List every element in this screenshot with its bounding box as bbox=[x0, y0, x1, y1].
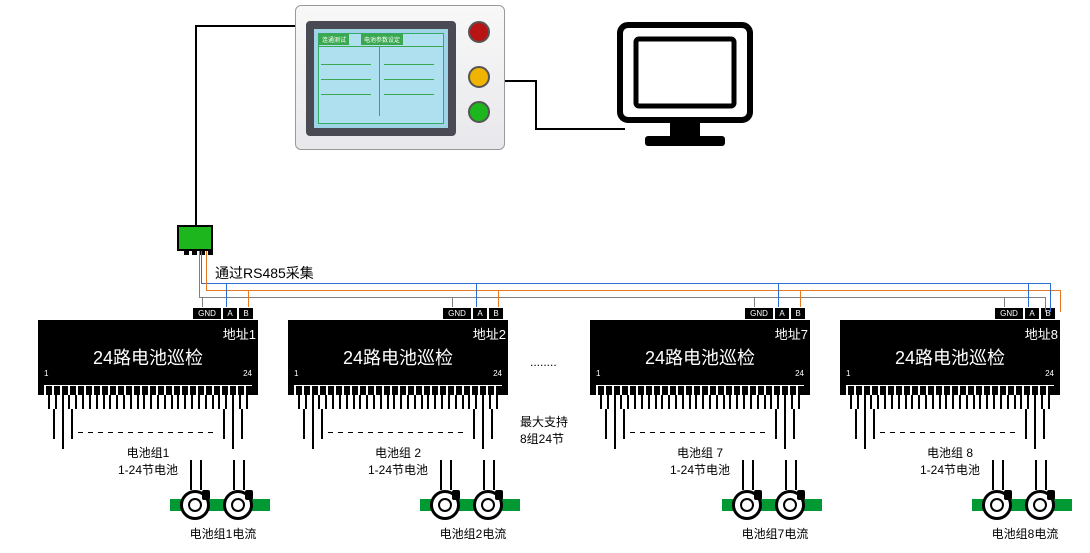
bus-drop-2-0 bbox=[778, 283, 779, 307]
module-ticks bbox=[846, 385, 1054, 395]
battery-module-1: GND A B 地址1 24路电池巡检 1 24 bbox=[38, 320, 258, 395]
bus-drop-1-2 bbox=[452, 297, 453, 307]
ct-ring-1 bbox=[732, 490, 762, 520]
line-hmi-mon-1 bbox=[505, 80, 535, 82]
ct-ring-1 bbox=[982, 490, 1012, 520]
battery-module-3: GND A B 地址7 24路电池巡检 1 24 bbox=[590, 320, 810, 395]
bus-drop-0-0 bbox=[226, 283, 227, 307]
line-hmi-mon-2 bbox=[535, 80, 537, 130]
ct-label-1: 电池组1电流 bbox=[173, 525, 273, 542]
terminal-a: A bbox=[222, 307, 238, 320]
terminal-gnd: GND bbox=[744, 307, 774, 320]
module-pins bbox=[48, 395, 248, 409]
line-hmi-down bbox=[195, 25, 197, 225]
battery-group-label-3: 电池组 71-24节电池 bbox=[645, 444, 755, 478]
module-ticks bbox=[294, 385, 502, 395]
module-addr: 地址7 bbox=[771, 323, 812, 344]
bus-end bbox=[1060, 290, 1061, 312]
module-terminals: GND A B bbox=[744, 307, 806, 320]
hmi-tab-1: 连通测试 bbox=[319, 34, 349, 45]
terminal-b: B bbox=[488, 307, 504, 320]
ct-ring-2 bbox=[775, 490, 805, 520]
terminal-a: A bbox=[1024, 307, 1040, 320]
center-ellipsis: ........ bbox=[530, 355, 557, 369]
module-ticks bbox=[44, 385, 252, 395]
module-addr: 地址1 bbox=[219, 323, 260, 344]
bus-wire-gray bbox=[199, 297, 1045, 298]
ct-label-3: 电池组7电流 bbox=[725, 525, 825, 542]
bus-drop-0-2 bbox=[202, 297, 203, 307]
rs485-label: 通过RS485采集 bbox=[215, 263, 314, 283]
rs485-connector bbox=[177, 225, 213, 251]
battery-module-2: GND A B 地址2 24路电池巡检 1 24 bbox=[288, 320, 508, 395]
bus-drop-2-1 bbox=[800, 290, 801, 307]
module-scale: 1 24 bbox=[596, 371, 804, 385]
terminal-gnd: GND bbox=[994, 307, 1024, 320]
hmi-tab-2: 电池参数设定 bbox=[361, 34, 403, 45]
bus-end bbox=[1045, 297, 1046, 312]
terminal-b: B bbox=[238, 307, 254, 320]
module-addr: 地址2 bbox=[469, 323, 510, 344]
line-hmi-to-panel bbox=[195, 25, 295, 27]
terminal-gnd: GND bbox=[192, 307, 222, 320]
button-green-icon bbox=[468, 101, 490, 123]
ct-ring-1 bbox=[430, 490, 460, 520]
button-red-icon bbox=[468, 21, 490, 43]
battery-group-label-1: 电池组11-24节电池 bbox=[93, 444, 203, 478]
module-terminals: GND A B bbox=[192, 307, 254, 320]
module-scale: 1 24 bbox=[846, 371, 1054, 385]
button-yellow-icon bbox=[468, 66, 490, 88]
battery-group-label-4: 电池组 81-24节电池 bbox=[895, 444, 1005, 478]
battery-group-label-2: 电池组 21-24节电池 bbox=[343, 444, 453, 478]
center-note-2: 8组24节 bbox=[520, 430, 564, 447]
terminal-a: A bbox=[472, 307, 488, 320]
bus-drop-3-0 bbox=[1028, 283, 1029, 307]
terminal-gnd: GND bbox=[442, 307, 472, 320]
module-pins bbox=[298, 395, 498, 409]
bus-drop-0-1 bbox=[248, 290, 249, 307]
module-scale: 1 24 bbox=[44, 371, 252, 385]
bus-wire-orange bbox=[206, 290, 1060, 291]
battery-dashline-2 bbox=[328, 432, 468, 433]
bus-end bbox=[1050, 283, 1051, 312]
bus-drop-1-1 bbox=[498, 290, 499, 307]
terminal-a: A bbox=[774, 307, 790, 320]
ct-label-4: 电池组8电流 bbox=[975, 525, 1075, 542]
battery-module-4: GND A B 地址8 24路电池巡检 1 24 bbox=[840, 320, 1060, 395]
module-ticks bbox=[596, 385, 804, 395]
bus-drop-orange-start bbox=[206, 251, 207, 290]
hmi-frame: 连通测试 电池参数设定 bbox=[306, 21, 456, 136]
bus-drop-1-0 bbox=[476, 283, 477, 307]
battery-dashline-1 bbox=[78, 432, 218, 433]
bus-drop-3-2 bbox=[1004, 297, 1005, 307]
ct-ring-1 bbox=[180, 490, 210, 520]
ct-ring-2 bbox=[223, 490, 253, 520]
module-terminals: GND A B bbox=[442, 307, 504, 320]
ct-ring-2 bbox=[1025, 490, 1055, 520]
bus-drop-blue-start bbox=[201, 251, 202, 283]
hmi-screen: 连通测试 电池参数设定 bbox=[318, 33, 444, 124]
terminal-b: B bbox=[790, 307, 806, 320]
battery-dashline-4 bbox=[880, 432, 1020, 433]
ct-ring-2 bbox=[473, 490, 503, 520]
module-scale: 1 24 bbox=[294, 371, 502, 385]
battery-dashline-3 bbox=[630, 432, 770, 433]
bus-drop-gray-start bbox=[199, 251, 200, 297]
terminal-b: B bbox=[1040, 307, 1056, 320]
bus-drop-2-2 bbox=[754, 297, 755, 307]
hmi-panel: 连通测试 电池参数设定 bbox=[295, 5, 505, 150]
ct-label-2: 电池组2电流 bbox=[423, 525, 523, 542]
module-addr: 地址8 bbox=[1021, 323, 1062, 344]
module-terminals: GND A B bbox=[994, 307, 1056, 320]
module-pins bbox=[600, 395, 800, 409]
module-pins bbox=[850, 395, 1050, 409]
center-note-1: 最大支持 bbox=[520, 413, 568, 430]
monitor-icon bbox=[610, 15, 760, 165]
bus-wire-blue bbox=[201, 283, 1050, 284]
